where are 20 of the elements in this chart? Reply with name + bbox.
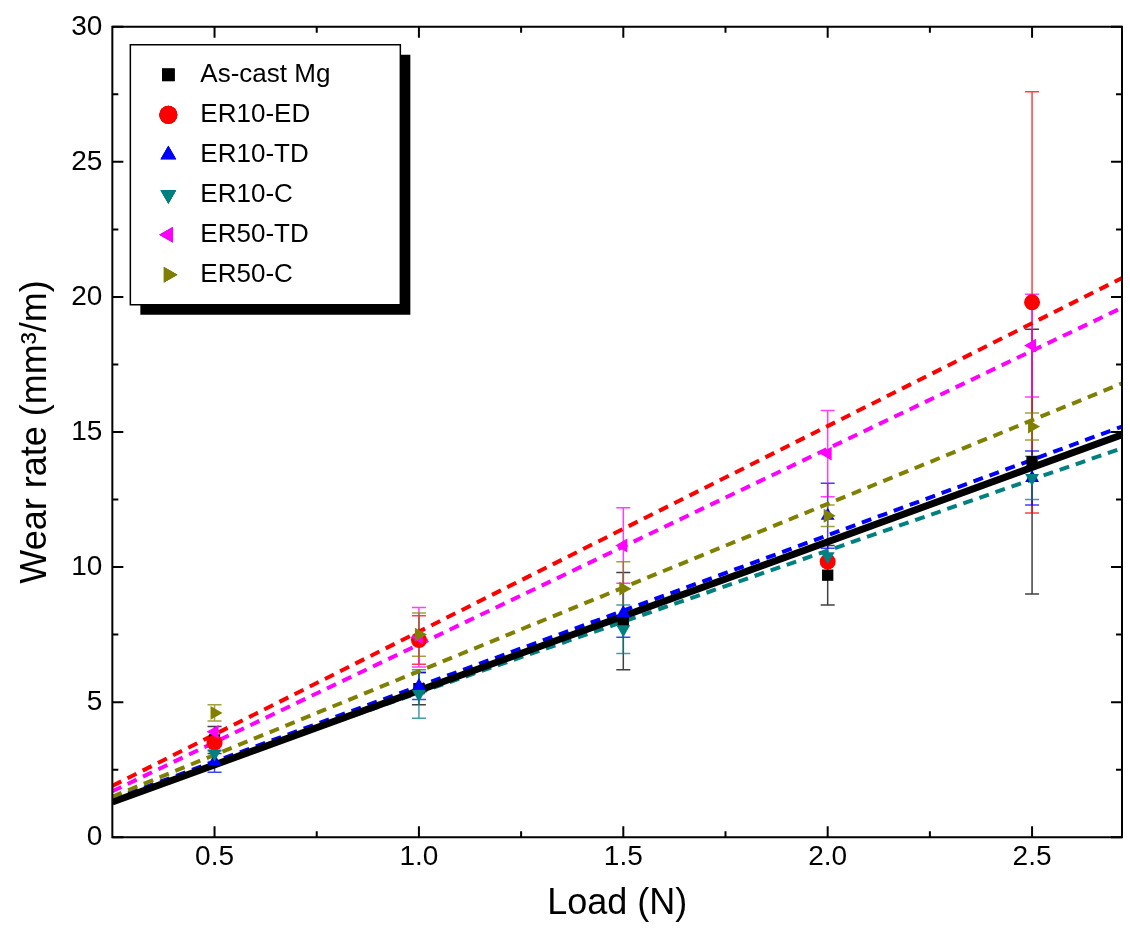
x-tick-label: 1.5 bbox=[603, 839, 643, 871]
y-tick-label: 15 bbox=[71, 414, 103, 446]
legend-label: ER10-C bbox=[200, 177, 293, 208]
y-axis-title: Wear rate (mm³/m) bbox=[12, 280, 54, 584]
legend-label: ER50-C bbox=[200, 257, 293, 288]
x-tick-label: 2.0 bbox=[808, 839, 848, 871]
y-tick-label: 10 bbox=[71, 549, 103, 581]
x-axis-title: Load (N) bbox=[547, 881, 688, 923]
y-tick-label: 0 bbox=[86, 819, 103, 851]
legend-label: ER10-ED bbox=[200, 97, 311, 128]
x-tick-label: 2.5 bbox=[1012, 839, 1052, 871]
y-tick-label: 20 bbox=[71, 279, 103, 311]
x-tick-label: 1.0 bbox=[399, 839, 439, 871]
legend-label: ER50-TD bbox=[200, 217, 309, 248]
x-tick-label: 0.5 bbox=[195, 839, 235, 871]
y-tick-label: 25 bbox=[71, 144, 103, 176]
y-tick-label: 30 bbox=[71, 9, 103, 41]
legend-label: ER10-TD bbox=[200, 137, 309, 168]
legend-label: As-cast Mg bbox=[200, 57, 331, 88]
y-tick-label: 5 bbox=[86, 684, 103, 716]
